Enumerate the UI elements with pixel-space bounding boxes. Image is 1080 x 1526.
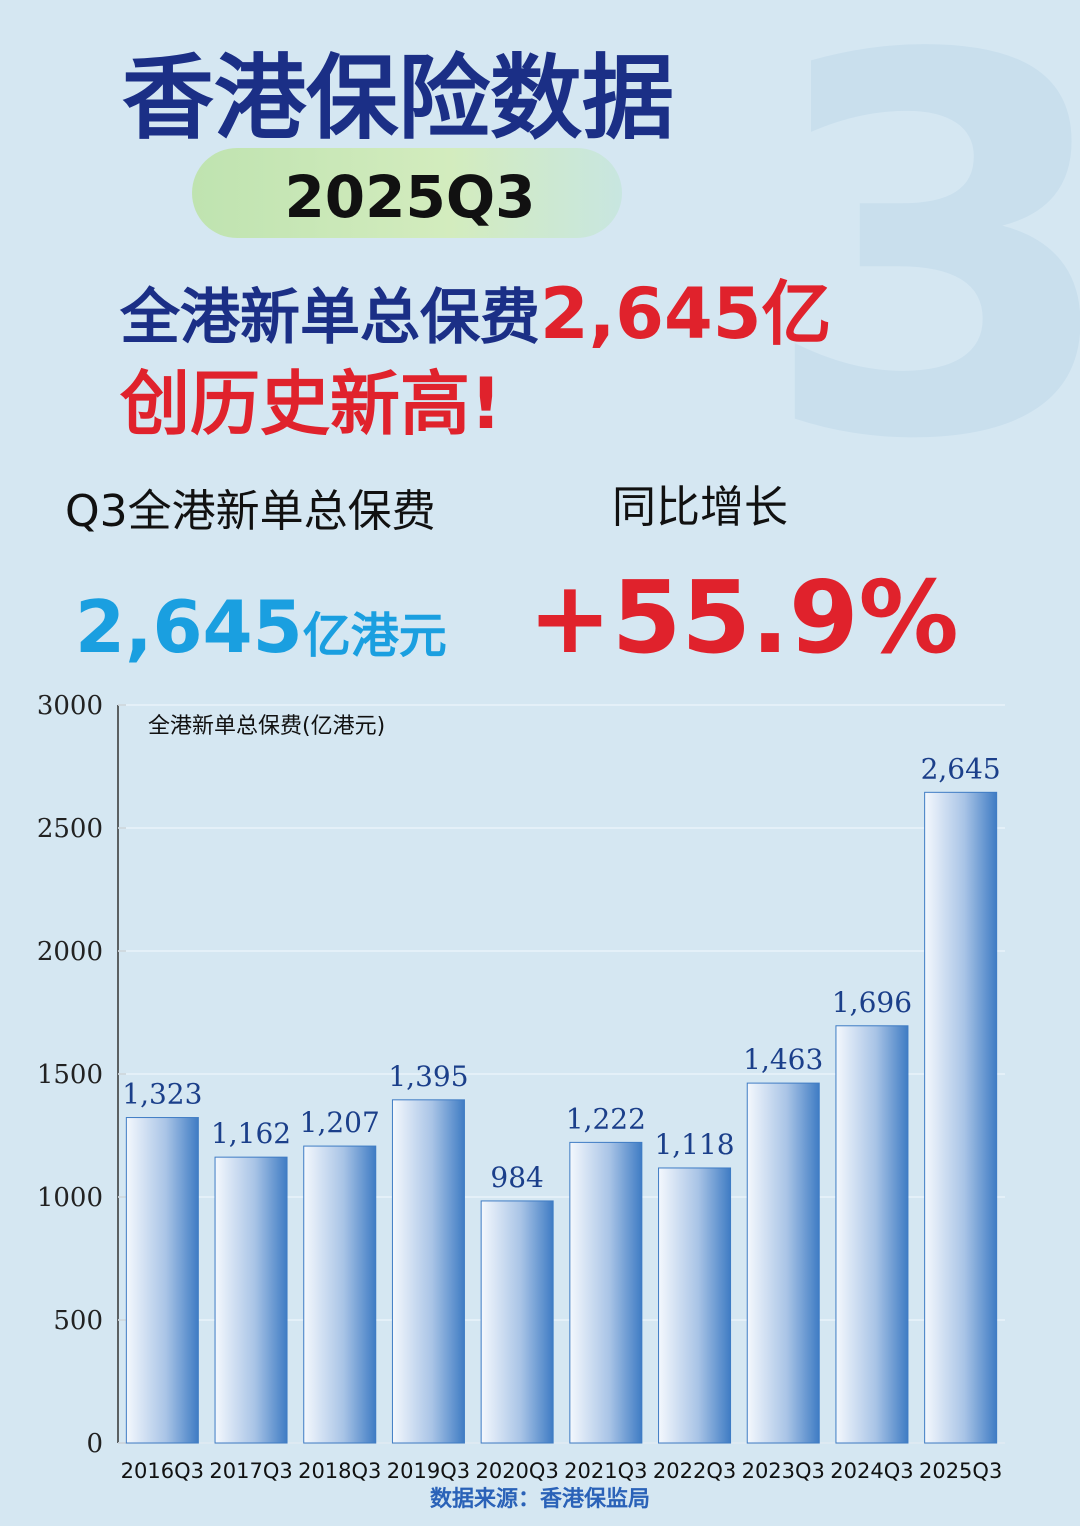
x-tick-label: 2023Q3 — [742, 1459, 825, 1483]
y-tick-label: 1000 — [37, 1183, 103, 1213]
x-tick-label: 2019Q3 — [387, 1459, 470, 1483]
value-label: 1,222 — [566, 1102, 646, 1135]
premium-number: 2,645 — [75, 585, 303, 669]
premium-label: Q3全港新单总保费 — [65, 486, 436, 537]
x-tick-label: 2025Q3 — [919, 1459, 1002, 1483]
x-tick-label: 2021Q3 — [564, 1459, 647, 1483]
bar — [569, 1141, 643, 1444]
x-tick-label: 2017Q3 — [209, 1459, 292, 1483]
headline-value: 2,645亿 — [540, 273, 831, 355]
x-tick-label: 2016Q3 — [121, 1459, 204, 1483]
y-axis-label: 全港新单总保费(亿港元) — [148, 714, 385, 739]
bar — [125, 1117, 199, 1444]
x-tick-label: 2018Q3 — [298, 1459, 381, 1483]
headline: 全港新单总保费2,645亿 — [119, 273, 831, 355]
value-label: 1,696 — [832, 986, 912, 1019]
x-tick-label: 2022Q3 — [653, 1459, 736, 1483]
y-tick-label: 2000 — [37, 937, 103, 967]
bar — [658, 1167, 732, 1444]
value-label: 2,645 — [921, 752, 1001, 785]
value-label: 1,118 — [654, 1128, 734, 1161]
headline-note: 创历史新高! — [119, 363, 502, 445]
x-tick-label: 2020Q3 — [475, 1459, 558, 1483]
bar — [835, 1025, 909, 1444]
y-tick-label: 0 — [86, 1429, 103, 1459]
bar — [391, 1099, 465, 1444]
value-label: 984 — [490, 1161, 543, 1194]
value-label: 1,395 — [388, 1060, 468, 1093]
bar — [214, 1156, 288, 1444]
premium-unit: 亿港元 — [303, 608, 447, 664]
value-label: 1,207 — [300, 1106, 380, 1139]
bar — [303, 1145, 377, 1444]
decor: 3 — [760, 0, 1080, 553]
bar — [746, 1082, 820, 1444]
value-label: 1,323 — [122, 1078, 202, 1111]
bar — [924, 791, 998, 1444]
y-tick-label: 2500 — [37, 814, 103, 844]
growth-value: +55.9% — [528, 559, 959, 676]
y-tick-label: 3000 — [37, 691, 103, 721]
y-tick-label: 500 — [53, 1306, 103, 1336]
headline-text: 全港新单总保费 — [119, 283, 540, 353]
x-tick-label: 2024Q3 — [830, 1459, 913, 1483]
bar — [480, 1200, 554, 1444]
growth-label: 同比增长 — [612, 482, 788, 533]
y-tick-label: 1500 — [37, 1060, 103, 1090]
period: 2025Q3 — [284, 163, 535, 231]
period-pill — [192, 148, 622, 238]
premium-value: 2,645亿港元 — [75, 585, 447, 669]
source: 数据来源：香港保监局 — [430, 1486, 650, 1512]
title: 香港保险数据 — [122, 45, 674, 152]
value-label: 1,162 — [211, 1117, 291, 1150]
value-label: 1,463 — [743, 1043, 823, 1076]
